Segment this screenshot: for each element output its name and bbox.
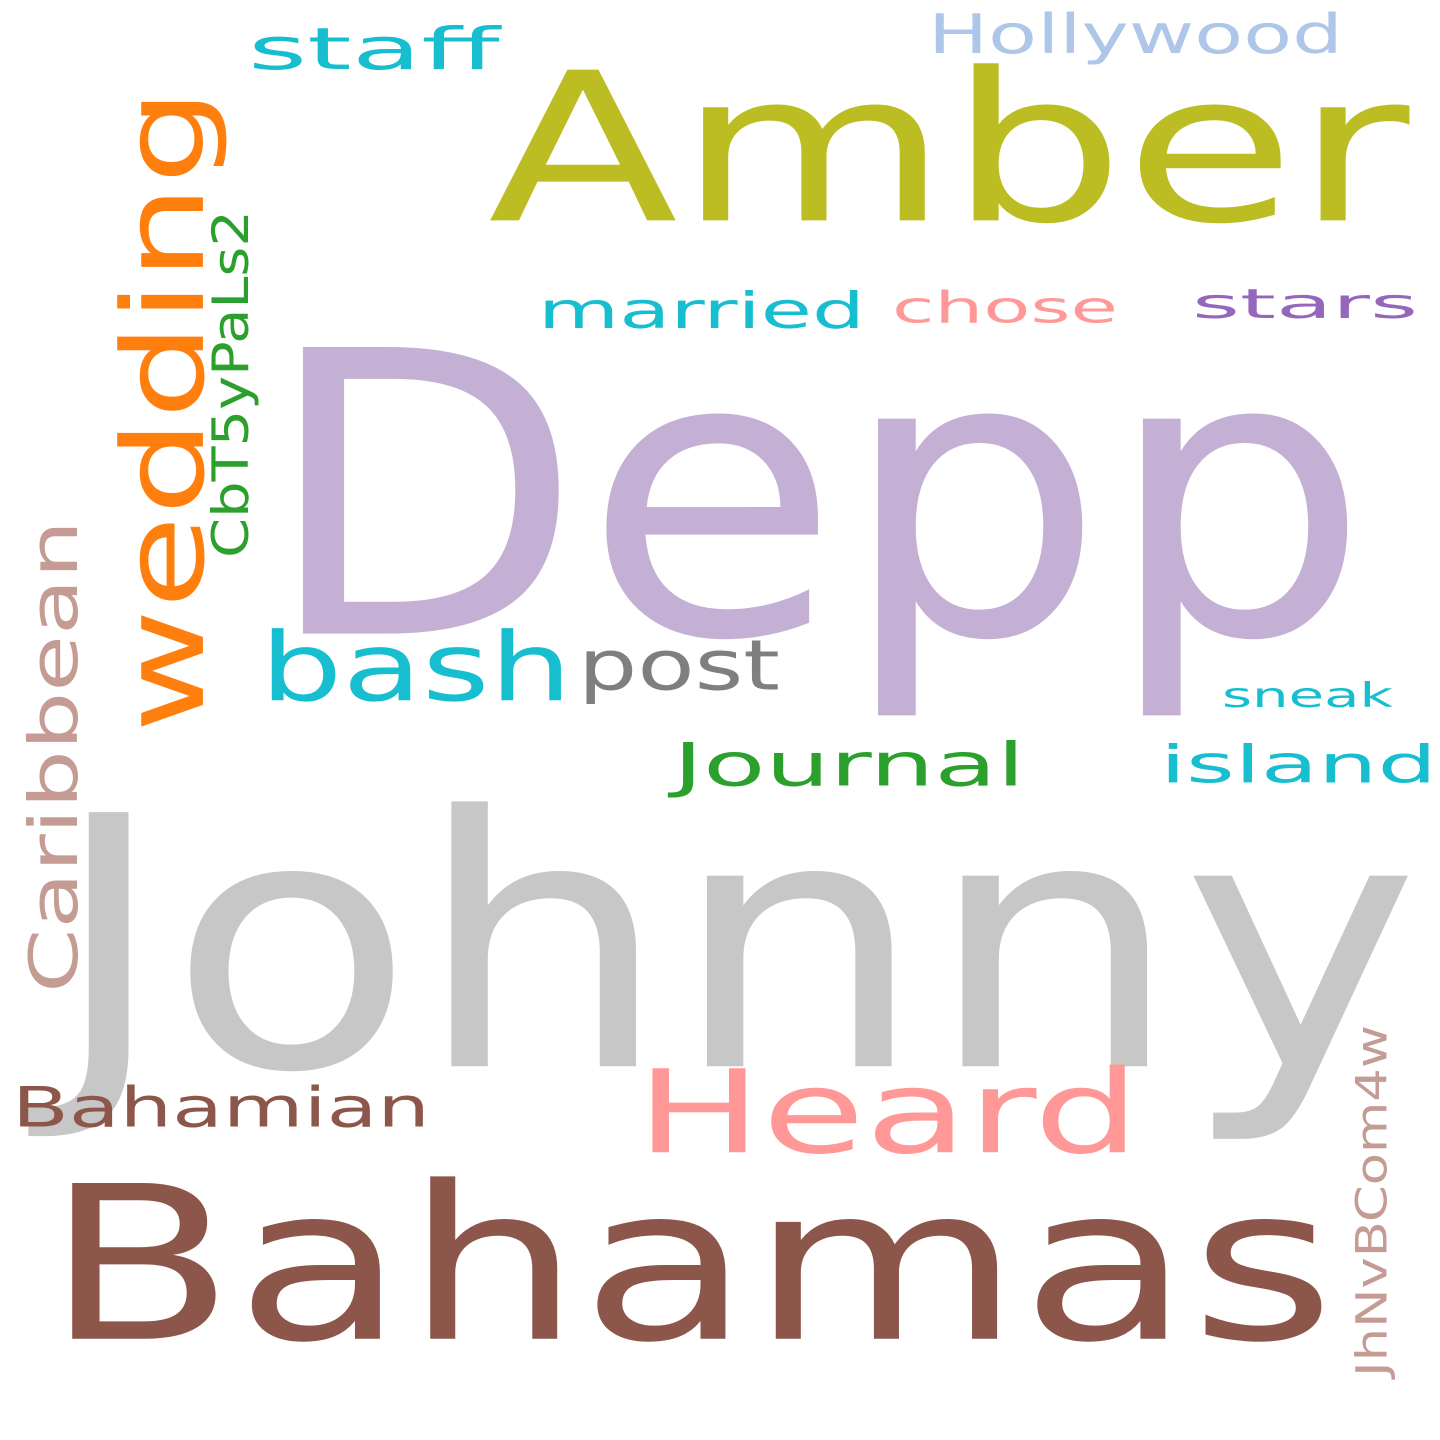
word-sneak: sneak — [1222, 676, 1394, 716]
word-journal: Journal — [667, 730, 1025, 800]
word-bahamas: Bahamas — [45, 1141, 1335, 1390]
word-cbt5: CbT5yPaLs2 — [202, 210, 260, 558]
word-island: island — [1160, 735, 1437, 795]
word-heard: Heard — [636, 1045, 1140, 1180]
word-amber: Amber — [488, 29, 1410, 270]
word-bash: bash — [260, 612, 572, 723]
word-depp: Depp — [262, 269, 1370, 727]
word-staff: staff — [248, 16, 502, 84]
word-hollywood: Hollywood — [928, 3, 1343, 67]
word-married: married — [538, 283, 865, 341]
word-jhnv: JhNvBCom4w — [1348, 1025, 1398, 1380]
word-post: post — [578, 626, 780, 706]
word-caribbean: Caribbean — [15, 520, 93, 993]
word-bahamian: Bahamian — [12, 1075, 430, 1140]
word-wedding: wedding — [98, 88, 230, 733]
word-chose: chose — [892, 282, 1118, 333]
word-stars: stars — [1192, 280, 1418, 328]
word-johnny: Johnny — [24, 743, 1420, 1149]
